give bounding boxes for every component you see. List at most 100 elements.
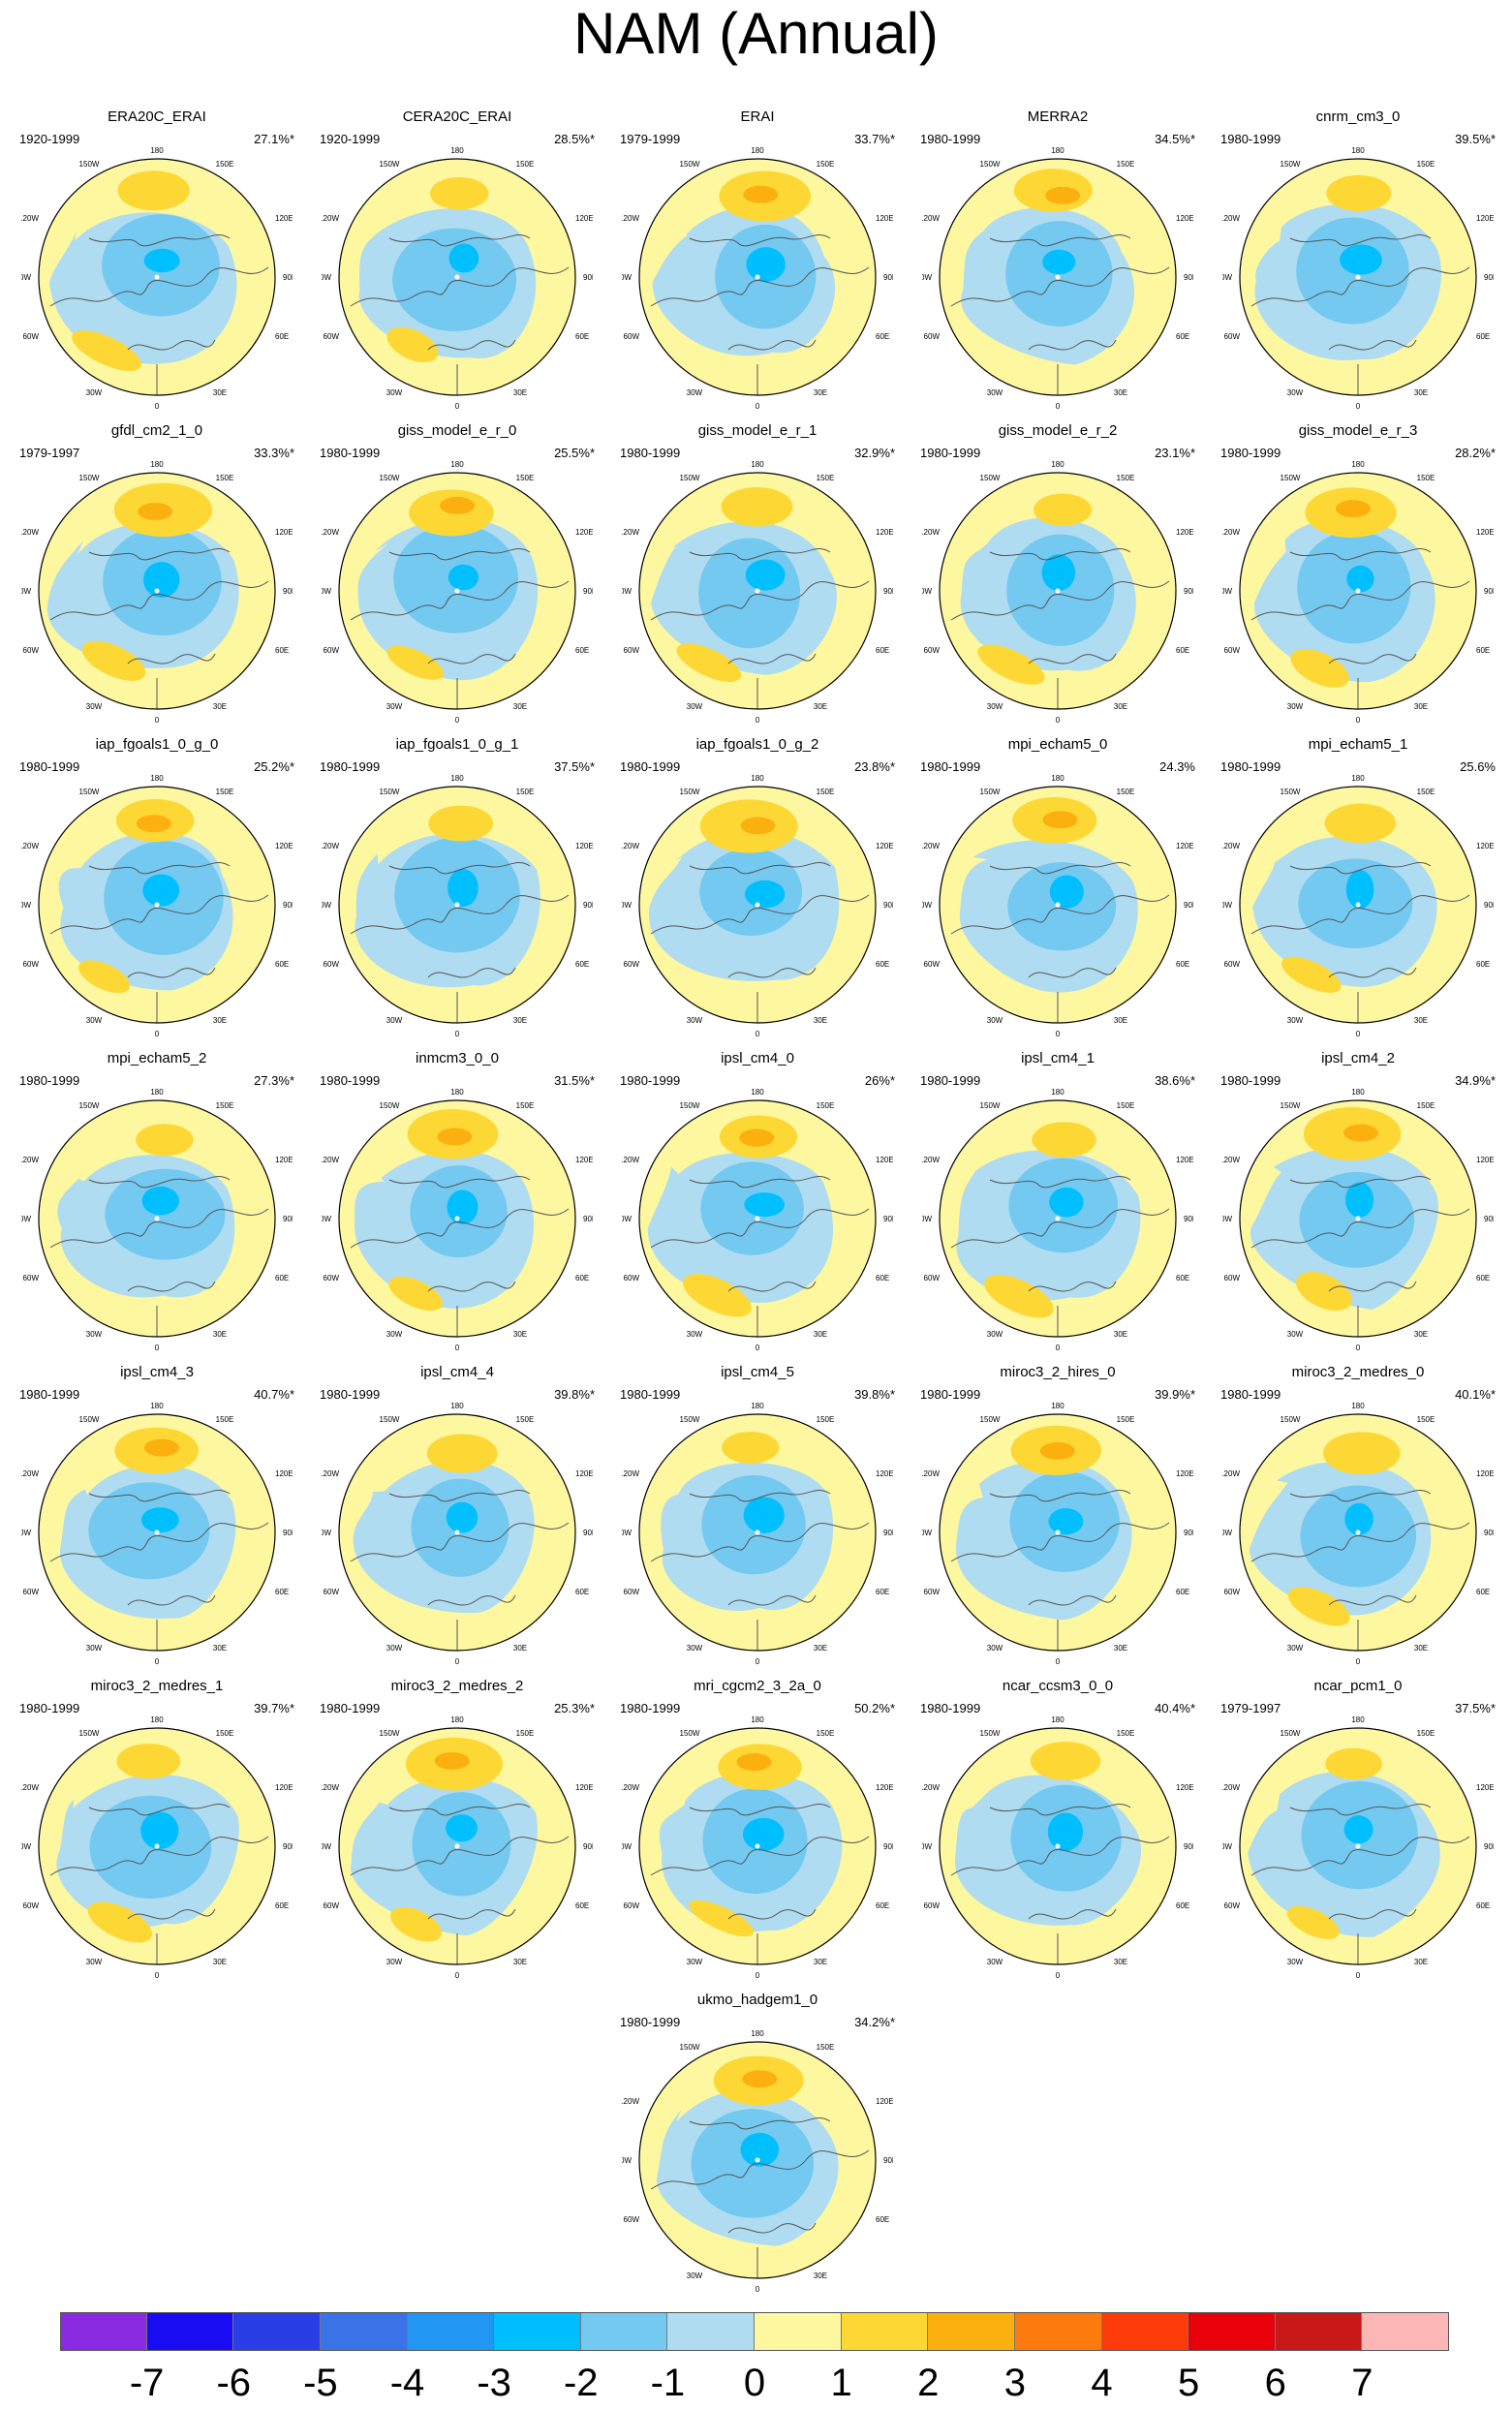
longitude-label-upper-left: 120W xyxy=(322,842,339,850)
positive-anomaly-pacific xyxy=(429,176,489,210)
longitude-label-upper-right: 120E xyxy=(1476,1156,1494,1164)
longitude-label-lower-right: 60E xyxy=(876,2215,889,2224)
coastline xyxy=(49,1175,269,1337)
pole-marker xyxy=(1055,1216,1061,1221)
longitude-label-left: 90W xyxy=(21,273,31,282)
longitude-label-bottom: 0 xyxy=(455,1344,460,1352)
coastline xyxy=(49,233,269,395)
longitude-label-bottom: 0 xyxy=(1056,1030,1061,1038)
longitude-label-right: 90E xyxy=(883,273,893,282)
pole-marker xyxy=(1355,902,1361,908)
map-panel: CERA20C_ERAI 1920-1999 28.5%* 180 0 90W 90E 120… xyxy=(312,108,602,418)
longitude-label-top-right: 150E xyxy=(817,1101,835,1110)
longitude-label-lower-right: 60E xyxy=(275,332,289,341)
panel-title: mpi_echam5_2 xyxy=(107,1050,207,1066)
longitude-label-top: 180 xyxy=(751,1088,764,1097)
longitude-label-bottom-left: 30W xyxy=(86,1016,103,1025)
longitude-label-upper-right: 120E xyxy=(275,214,293,223)
panel-title: gfdl_cm2_1_0 xyxy=(110,422,203,439)
map-panel: giss_model_e_r_3 1980-1999 28.2%* 180 0 90W 90… xyxy=(1213,422,1503,732)
colorbar-tick-label: -3 xyxy=(477,2362,511,2404)
longitude-label-upper-left: 120W xyxy=(622,2097,639,2106)
colorbar-swatch xyxy=(841,2312,929,2351)
panel-years: 1980-1999 xyxy=(320,759,381,774)
panel-title: ukmo_hadgem1_0 xyxy=(696,1992,818,2008)
longitude-label-top-right: 150E xyxy=(1417,1729,1435,1738)
coastline xyxy=(350,547,570,709)
coastline xyxy=(350,1489,570,1651)
coastline xyxy=(350,861,570,1023)
longitude-label-lower-right: 60E xyxy=(1176,1274,1189,1282)
longitude-label-top-right: 150E xyxy=(817,1415,835,1424)
positive-anomaly-atlantic xyxy=(1286,1905,1340,1939)
panel-years: 1980-1999 xyxy=(920,1073,981,1088)
longitude-label-upper-left: 120W xyxy=(1222,1156,1240,1164)
positive-anomaly-atlantic xyxy=(386,326,439,363)
positive-anomaly-atlantic xyxy=(984,1275,1054,1318)
panel-variance: 39.5%* xyxy=(1455,132,1496,146)
longitude-label-lower-left: 60W xyxy=(23,332,40,341)
longitude-label-bottom: 0 xyxy=(1056,1971,1061,1980)
longitude-label-top: 180 xyxy=(1351,1402,1365,1410)
negative-anomaly-center xyxy=(447,869,478,908)
panel-years: 1979-1997 xyxy=(19,446,80,460)
panel-title: miroc3_2_medres_2 xyxy=(390,1678,524,1694)
longitude-label-top-right: 150E xyxy=(216,788,234,796)
colorbar-swatch xyxy=(407,2312,495,2351)
longitude-label-left: 90W xyxy=(922,1842,932,1851)
map-panel: miroc3_2_medres_1 1980-1999 39.7%* 180 0 90W 9… xyxy=(12,1678,302,1988)
pole-marker xyxy=(454,1529,460,1535)
longitude-label-bottom: 0 xyxy=(756,402,760,411)
longitude-label-upper-left: 120W xyxy=(322,1156,339,1164)
panel-variance: 34.2%* xyxy=(854,2015,895,2029)
longitude-label-left: 90W xyxy=(21,1529,31,1537)
pole-marker xyxy=(154,274,160,280)
longitude-label-lower-right: 60E xyxy=(575,332,589,341)
polar-map: 180 0 90W 90E 120W 120E 60W 60E 150W 150E 30W 30E xyxy=(1222,774,1494,1038)
longitude-label-top-left: 150W xyxy=(1281,474,1301,482)
positive-anomaly-pacific xyxy=(1030,1742,1101,1781)
map-border xyxy=(38,1727,276,1965)
longitude-label-top-left: 150W xyxy=(1281,160,1301,169)
longitude-label-left: 90W xyxy=(622,1215,632,1223)
longitude-label-right: 90E xyxy=(1184,1842,1193,1851)
longitude-label-right: 90E xyxy=(1484,901,1494,910)
positive-anomaly-atlantic xyxy=(388,1276,443,1312)
map-border xyxy=(638,2041,877,2279)
panel-variance: 25.2%* xyxy=(254,759,294,774)
coastline xyxy=(49,547,269,709)
longitude-label-upper-right: 120E xyxy=(275,1469,293,1478)
longitude-label-lower-right: 60E xyxy=(575,1588,589,1596)
polar-map: 180 0 90W 90E 120W 120E 60W 60E 150W 150E 30W 30E xyxy=(922,1088,1193,1352)
map-border xyxy=(338,1413,576,1652)
pole-marker xyxy=(454,274,460,280)
longitude-label-top: 180 xyxy=(1051,460,1065,469)
longitude-label-upper-right: 120E xyxy=(1176,1783,1193,1792)
panel-title: giss_model_e_r_1 xyxy=(697,422,818,439)
panel-years: 1980-1999 xyxy=(1220,1387,1281,1402)
panel-years: 1980-1999 xyxy=(1220,759,1281,774)
pole-marker xyxy=(1055,1843,1061,1849)
longitude-label-right: 90E xyxy=(283,1529,293,1537)
colorbar-swatch xyxy=(233,2312,321,2351)
longitude-label-top-right: 150E xyxy=(1117,1729,1135,1738)
colorbar xyxy=(60,2312,1449,2351)
negative-anomaly-center xyxy=(1340,244,1382,275)
panel-variance: 25.3%* xyxy=(554,1701,595,1715)
positive-anomaly-pacific xyxy=(117,170,190,211)
longitude-label-bottom-left: 30W xyxy=(386,1016,403,1025)
longitude-label-bottom: 0 xyxy=(155,1657,160,1666)
map-panel: cnrm_cm3_01980-199939.5%*180090W90E120W1… xyxy=(1213,108,1503,418)
map-panel: miroc3_2_hires_0 1980-1999 39.9%* 180 0 90W 90… xyxy=(912,1364,1203,1674)
longitude-label-lower-left: 60W xyxy=(23,1588,40,1596)
longitude-label-bottom-left: 30W xyxy=(687,388,703,397)
negative-anomaly-core xyxy=(698,538,801,649)
longitude-label-bottom-left: 30W xyxy=(687,1330,703,1339)
longitude-label-top-right: 150E xyxy=(1417,160,1435,169)
panel-variance: 27.1%* xyxy=(254,132,294,146)
positive-anomaly-atlantic xyxy=(683,1274,752,1317)
panel-years: 1979-1999 xyxy=(620,132,681,146)
longitude-label-top: 180 xyxy=(1051,1715,1065,1724)
panel-variance: 23.1%* xyxy=(1155,446,1195,460)
longitude-label-upper-left: 120W xyxy=(1222,842,1240,850)
